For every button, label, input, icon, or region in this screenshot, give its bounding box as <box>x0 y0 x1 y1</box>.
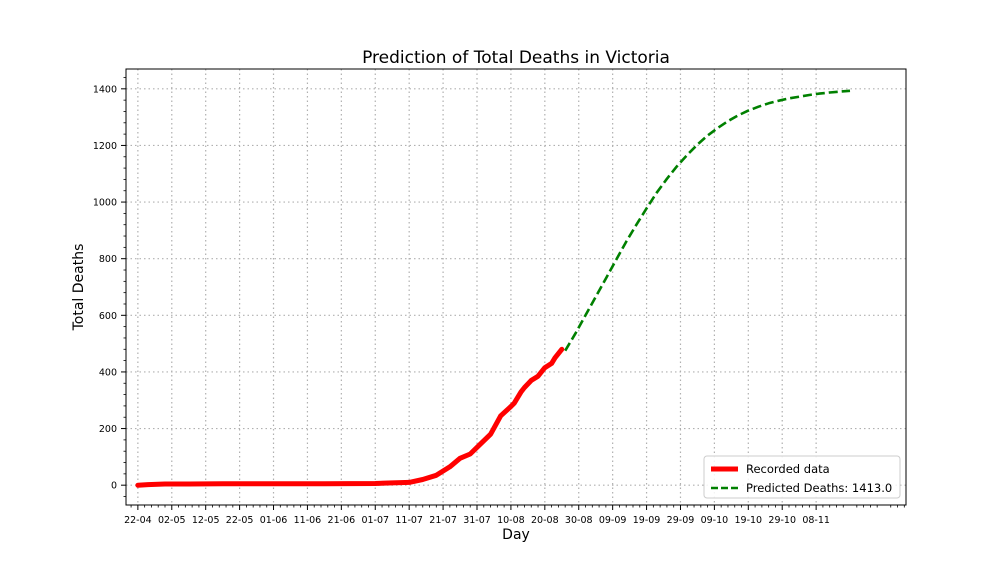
legend: Recorded data Predicted Deaths: 1413.0 <box>703 455 901 499</box>
x-tick-label: 11-07 <box>395 515 423 526</box>
x-tick-label: 19-09 <box>633 515 661 526</box>
x-tick-label: 09-09 <box>599 515 627 526</box>
x-tick-label: 20-08 <box>531 515 559 526</box>
legend-label: Recorded data <box>746 462 830 476</box>
series-layer <box>135 89 851 488</box>
y-tick-label: 1000 <box>93 198 117 209</box>
y-tick-label: 600 <box>99 311 117 322</box>
y-tick-label: 800 <box>99 254 117 265</box>
x-tick-label: 02-05 <box>158 515 186 526</box>
x-tick-label: 19-10 <box>734 515 762 526</box>
y-axis-title: Total Deaths <box>71 244 87 332</box>
y-tick-label: 0 <box>111 481 117 492</box>
x-tick-label: 29-10 <box>768 515 796 526</box>
x-tick-label: 09-10 <box>701 515 729 526</box>
x-tick-label: 01-07 <box>361 515 389 526</box>
x-tick-label: 30-08 <box>565 515 593 526</box>
series-predicted-deaths <box>564 89 851 352</box>
x-tick-label: 01-06 <box>260 515 288 526</box>
y-tick-label: 1400 <box>93 84 117 95</box>
x-tick-label: 31-07 <box>463 515 491 526</box>
chart-title: Prediction of Total Deaths in Victoria <box>362 48 670 68</box>
y-tick-label: 1200 <box>93 141 117 152</box>
x-tick-label: 11-06 <box>294 515 322 526</box>
legend-label: Predicted Deaths: 1413.0 <box>746 481 892 495</box>
x-axis-title: Day <box>502 527 530 543</box>
grid <box>126 69 906 505</box>
x-tick-label: 08-11 <box>802 515 830 526</box>
x-tick-label: 21-07 <box>429 515 457 526</box>
x-tick-label: 29-09 <box>667 515 695 526</box>
x-tick-label: 10-08 <box>497 515 525 526</box>
series-recorded-data <box>135 346 565 488</box>
y-tick-label: 200 <box>99 424 117 435</box>
x-tick-label: 12-05 <box>192 515 220 526</box>
legend-box <box>703 455 901 499</box>
x-tick-label: 22-04 <box>124 515 152 526</box>
plot-frame <box>125 68 907 506</box>
y-tick-label: 400 <box>99 367 117 378</box>
x-tick-label: 21-06 <box>328 515 356 526</box>
axes: 22-04 02-05 12-05 22-05 01-06 11-06 21-06 01-07… <box>93 77 905 526</box>
x-tick-label: 22-05 <box>226 515 254 526</box>
